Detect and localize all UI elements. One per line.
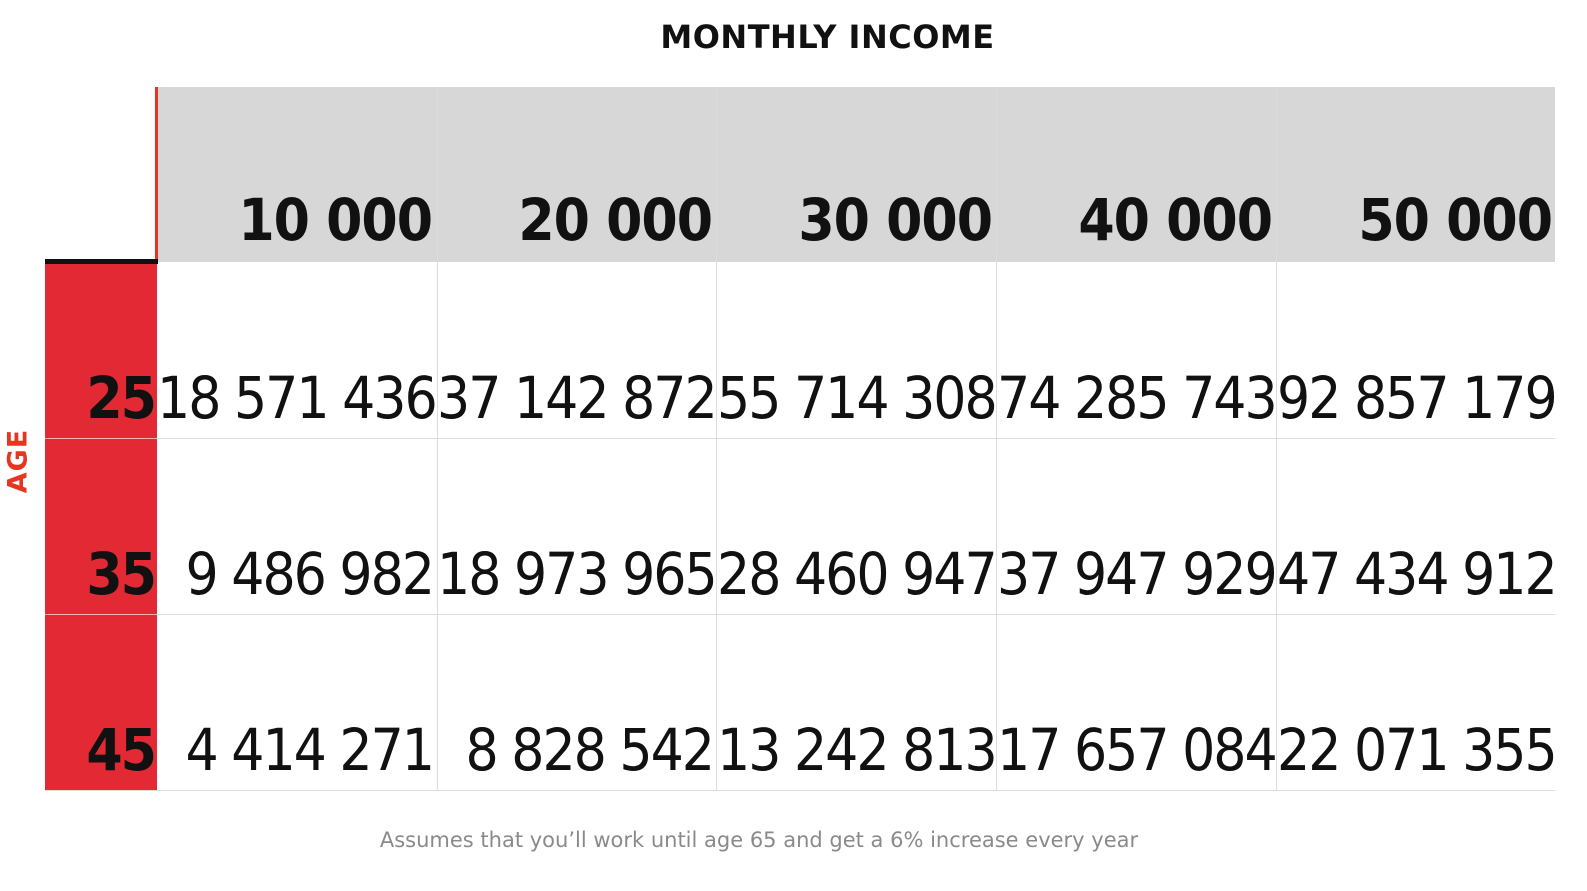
column-header: 50 000 — [1358, 186, 1553, 254]
table-cell: 17 657 084 — [997, 716, 1278, 784]
column-header: 40 000 — [1078, 186, 1273, 254]
table-cell: 37 947 929 — [997, 540, 1278, 608]
header-black-rule — [45, 259, 158, 264]
table-cell: 92 857 179 — [1277, 364, 1558, 432]
table-cell: 18 973 965 — [437, 540, 718, 608]
column-header: 10 000 — [238, 186, 433, 254]
column-divider — [716, 87, 717, 791]
table-cell: 4 414 271 — [185, 716, 435, 784]
table-cell: 13 242 813 — [717, 716, 998, 784]
row-band-divider — [45, 614, 157, 615]
row-header: 35 — [86, 540, 157, 608]
table-cell: 47 434 912 — [1277, 540, 1558, 608]
table-cell: 28 460 947 — [717, 540, 998, 608]
table-cell: 55 714 308 — [717, 364, 998, 432]
table-cell: 18 571 436 — [157, 364, 438, 432]
column-header-band — [157, 87, 1555, 262]
table-cell: 22 071 355 — [1277, 716, 1558, 784]
column-divider — [996, 87, 997, 791]
chart-title: MONTHLY INCOME — [660, 18, 995, 56]
row-divider — [45, 614, 1555, 615]
header-red-rule — [155, 87, 158, 262]
row-header: 45 — [86, 716, 157, 784]
table-cell: 9 486 982 — [185, 540, 435, 608]
footnote: Assumes that you’ll work until age 65 an… — [379, 828, 1139, 852]
row-divider — [45, 438, 1555, 439]
row-header: 25 — [86, 364, 157, 432]
column-header: 20 000 — [518, 186, 713, 254]
column-header: 30 000 — [798, 186, 993, 254]
column-divider — [1276, 87, 1277, 791]
row-divider — [45, 790, 1555, 791]
column-divider — [437, 87, 438, 791]
table-cell: 74 285 743 — [997, 364, 1278, 432]
table-cell: 8 828 542 — [465, 716, 715, 784]
row-axis-label: AGE — [2, 428, 34, 494]
row-band-divider — [45, 438, 157, 439]
table-cell: 37 142 872 — [437, 364, 718, 432]
row-header-band — [45, 264, 157, 791]
